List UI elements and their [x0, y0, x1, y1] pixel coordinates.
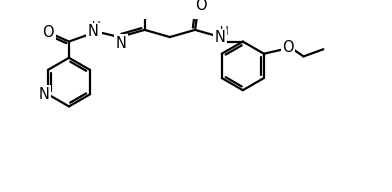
Text: N: N	[88, 24, 99, 39]
Text: H: H	[220, 25, 228, 38]
Text: O: O	[282, 40, 294, 55]
Text: O: O	[42, 25, 54, 40]
Text: N: N	[116, 36, 127, 51]
Text: N: N	[215, 31, 226, 46]
Text: O: O	[196, 0, 207, 13]
Text: H: H	[92, 20, 100, 33]
Text: N: N	[39, 87, 50, 102]
